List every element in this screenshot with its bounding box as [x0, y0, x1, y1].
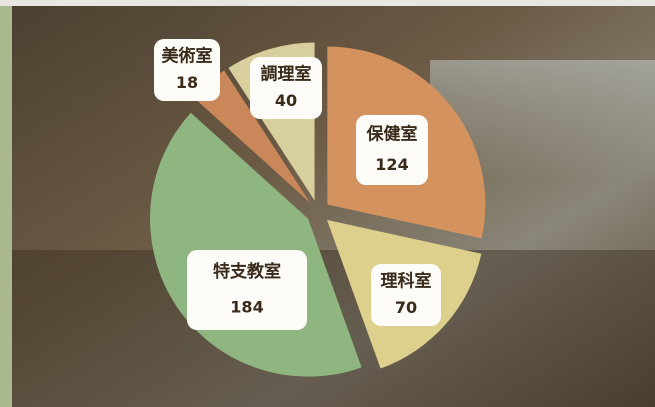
slice-value: 70 — [395, 298, 417, 317]
left-strip — [0, 0, 12, 407]
slice-value: 184 — [230, 298, 263, 317]
slice-label: 調理室 — [261, 64, 312, 85]
slice-label: 理科室 — [381, 271, 432, 292]
slice-value: 18 — [176, 73, 198, 92]
chart: 保健室 124 理科室 70 特支教室 184 美術室 18 調理室 40 — [0, 0, 655, 407]
slice-label: 特支教室 — [213, 261, 281, 282]
slice-label: 美術室 — [162, 46, 213, 67]
top-strip — [0, 0, 655, 6]
slice-label: 保健室 — [366, 124, 418, 145]
slice-value: 124 — [375, 155, 408, 174]
slice-value: 40 — [275, 91, 297, 110]
